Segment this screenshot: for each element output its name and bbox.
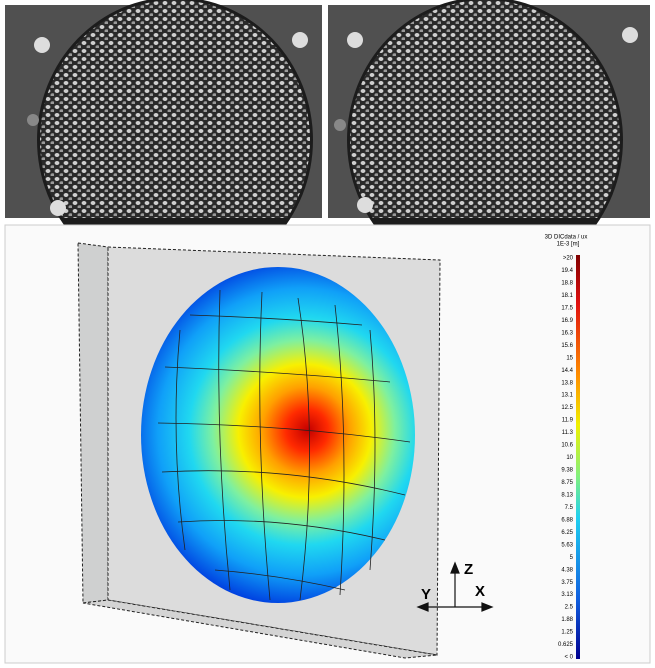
colorbar-label: 11.9 xyxy=(562,418,574,424)
colorbar-label: 16.3 xyxy=(561,330,573,336)
colorbar-label: 17.5 xyxy=(561,305,573,311)
colorbar-label: < 0 xyxy=(564,655,573,661)
colorbar-label: 6.25 xyxy=(561,530,573,536)
colorbar-label: 2.5 xyxy=(565,605,574,611)
colorbar-label: 14.4 xyxy=(561,368,573,374)
colorbar-label: >20 xyxy=(563,256,574,262)
colorbar-label: 3.13 xyxy=(561,592,573,598)
axis-label: X xyxy=(475,583,485,600)
colorbar-label: 15.6 xyxy=(561,343,573,349)
colorbar-label: 5.63 xyxy=(561,542,573,548)
colorbar xyxy=(576,255,580,659)
colorbar-label: 4.38 xyxy=(561,567,573,573)
colorbar-label: 19.4 xyxy=(561,268,573,274)
axis-label: Z xyxy=(464,561,473,578)
colorbar-label: 16.9 xyxy=(561,318,573,324)
colorbar-label: 15 xyxy=(566,355,573,361)
colorbar-label: 10 xyxy=(566,455,573,461)
screen: Z X Y 3D DICdata / ux 1E-3 [m] >20 19.4 18… xyxy=(0,0,655,668)
colorbar-label: 10.6 xyxy=(561,443,573,449)
colorbar-label: 7.5 xyxy=(565,505,574,511)
colorbar-label: 1.25 xyxy=(561,630,573,636)
colorbar-label: 8.13 xyxy=(561,492,573,498)
colorbar-label: 0.625 xyxy=(558,642,574,648)
colorbar-label: 13.8 xyxy=(561,380,573,386)
colorbar-label: 9.38 xyxy=(561,468,573,474)
colorbar-label: 6.88 xyxy=(561,517,573,523)
colorbar-label: 18.8 xyxy=(561,281,573,287)
colorbar-label: 1.88 xyxy=(561,617,573,623)
colorbar-label: 12.5 xyxy=(561,405,573,411)
colorbar-label: 13.1 xyxy=(561,393,573,399)
colorbar-label: 3.75 xyxy=(561,580,573,586)
page: Z X Y 3D DICdata / ux 1E-3 [m] >20 19.4 18… xyxy=(0,0,655,668)
colorbar-unit: 1E-3 [m] xyxy=(557,242,580,248)
colorbar-title: 3D DICdata / ux xyxy=(545,235,588,241)
colorbar-label: 8.75 xyxy=(561,480,573,486)
colorbar-label: 18.1 xyxy=(561,293,573,299)
result-view: Z X Y 3D DICdata / ux 1E-3 [m] xyxy=(5,225,650,663)
colorbar-label: 11.3 xyxy=(562,430,574,436)
axis-label: Y xyxy=(421,586,431,603)
